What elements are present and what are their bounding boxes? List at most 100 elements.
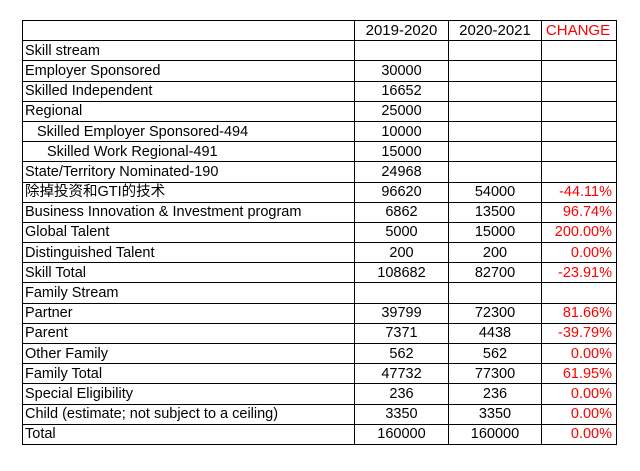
value-2020-2021-cell — [448, 60, 542, 82]
change-cell — [541, 80, 617, 102]
change-cell — [541, 282, 617, 304]
value-2020-2021-cell: 77300 — [448, 363, 542, 385]
header-cell-change: CHANGE — [541, 19, 617, 42]
change-cell: -44.11% — [541, 181, 617, 203]
change-cell: 0.00% — [541, 342, 617, 365]
row-label-cell: Child (estimate; not subject to a ceilin… — [22, 403, 355, 425]
value-2020-2021-cell — [448, 40, 542, 62]
table-row: 除掉投资和GTI的技术 96620 54000 -44.11% — [22, 181, 617, 203]
row-label-cell: Business Innovation & Investment program — [22, 201, 355, 223]
table-row: Skilled Work Regional-491 15000 — [22, 141, 617, 163]
table-row: Global Talent 5000 15000 200.00% — [22, 221, 617, 244]
value-2019-2020-cell: 96620 — [354, 181, 449, 203]
value-2019-2020-cell: 562 — [354, 342, 449, 365]
value-2020-2021-cell — [448, 100, 542, 122]
row-label-cell: Skilled Independent — [22, 80, 355, 102]
change-cell — [541, 161, 617, 183]
value-2019-2020-cell: 108682 — [354, 262, 449, 284]
header-cell-2020-2021: 2020-2021 — [448, 19, 542, 42]
value-2020-2021-cell — [448, 120, 542, 143]
value-2019-2020-cell: 7371 — [354, 322, 449, 345]
value-2019-2020-cell: 236 — [354, 383, 449, 405]
row-label-cell: State/Territory Nominated-190 — [22, 161, 355, 183]
change-cell: 96.74% — [541, 201, 617, 223]
row-label-cell: 除掉投资和GTI的技术 — [22, 181, 355, 203]
change-cell: 0.00% — [541, 403, 617, 425]
row-label-cell: Special Eligibility — [22, 383, 355, 405]
table-row: Regional 25000 — [22, 100, 617, 122]
value-2020-2021-cell: 13500 — [448, 201, 542, 223]
value-2020-2021-cell: 4438 — [448, 322, 542, 345]
change-cell: 0.00% — [541, 423, 617, 445]
table-row: Skilled Independent 16652 — [22, 80, 617, 102]
value-2020-2021-cell: 200 — [448, 242, 542, 264]
header-row: 2019-2020 2020-2021 CHANGE — [22, 19, 617, 42]
row-label-cell: Employer Sponsored — [22, 60, 355, 82]
row-label-cell: Skill stream — [22, 40, 355, 62]
row-label-cell: Family Stream — [22, 282, 355, 304]
value-2019-2020-cell — [354, 40, 449, 62]
table-row: Business Innovation & Investment program… — [22, 201, 617, 223]
table-body: 2019-2020 2020-2021 CHANGE Skill stream E… — [22, 19, 617, 445]
row-label-cell: Regional — [22, 100, 355, 122]
table-row: State/Territory Nominated-190 24968 — [22, 161, 617, 183]
table-row: Employer Sponsored 30000 — [22, 60, 617, 82]
value-2019-2020-cell: 25000 — [354, 100, 449, 122]
value-2020-2021-cell: 562 — [448, 342, 542, 365]
value-2020-2021-cell: 3350 — [448, 403, 542, 425]
header-cell-label — [22, 19, 355, 42]
value-2019-2020-cell: 6862 — [354, 201, 449, 223]
row-label-cell: Other Family — [22, 342, 355, 365]
table-row: Family Total 47732 77300 61.95% — [22, 363, 617, 385]
change-cell: 200.00% — [541, 221, 617, 244]
table-row: Skill stream — [22, 40, 617, 62]
value-2019-2020-cell: 39799 — [354, 302, 449, 324]
value-2020-2021-cell — [448, 141, 542, 163]
value-2019-2020-cell: 160000 — [354, 423, 449, 445]
change-cell — [541, 100, 617, 122]
row-label-cell: Distinguished Talent — [22, 242, 355, 264]
table-row: Skill Total 108682 82700 -23.91% — [22, 262, 617, 284]
change-cell — [541, 141, 617, 163]
table-row: Partner 39799 72300 81.66% — [22, 302, 617, 324]
change-cell — [541, 40, 617, 62]
table-row: Child (estimate; not subject to a ceilin… — [22, 403, 617, 425]
change-cell — [541, 60, 617, 82]
value-2020-2021-cell — [448, 80, 542, 102]
change-cell: 0.00% — [541, 242, 617, 264]
value-2020-2021-cell: 82700 — [448, 262, 542, 284]
value-2020-2021-cell — [448, 161, 542, 183]
value-2019-2020-cell: 200 — [354, 242, 449, 264]
row-label-cell: Partner — [22, 302, 355, 324]
row-label-cell: Family Total — [22, 363, 355, 385]
row-label-cell: Skilled Work Regional-491 — [22, 141, 355, 163]
row-label-cell: Total — [22, 423, 355, 445]
table-row: Special Eligibility 236 236 0.00% — [22, 383, 617, 405]
change-cell: -23.91% — [541, 262, 617, 284]
value-2019-2020-cell: 24968 — [354, 161, 449, 183]
table-row: Other Family 562 562 0.00% — [22, 342, 617, 365]
value-2019-2020-cell: 10000 — [354, 120, 449, 143]
table-row: Family Stream — [22, 282, 617, 304]
row-label-cell: Skill Total — [22, 262, 355, 284]
table-row: Total 160000 160000 0.00% — [22, 423, 617, 445]
value-2020-2021-cell: 15000 — [448, 221, 542, 244]
value-2019-2020-cell: 5000 — [354, 221, 449, 244]
change-cell: -39.79% — [541, 322, 617, 345]
row-label-cell: Skilled Employer Sponsored-494 — [22, 120, 355, 143]
value-2019-2020-cell: 3350 — [354, 403, 449, 425]
change-cell: 61.95% — [541, 363, 617, 385]
value-2020-2021-cell: 236 — [448, 383, 542, 405]
change-cell: 0.00% — [541, 383, 617, 405]
change-cell — [541, 120, 617, 143]
value-2019-2020-cell: 30000 — [354, 60, 449, 82]
header-cell-2019-2020: 2019-2020 — [354, 19, 449, 42]
change-cell: 81.66% — [541, 302, 617, 324]
value-2020-2021-cell — [448, 282, 542, 304]
value-2019-2020-cell: 15000 — [354, 141, 449, 163]
row-label-cell: Global Talent — [22, 221, 355, 244]
row-label-cell: Parent — [22, 322, 355, 345]
migration-program-table: 2019-2020 2020-2021 CHANGE Skill stream E… — [22, 19, 617, 445]
value-2020-2021-cell: 72300 — [448, 302, 542, 324]
value-2019-2020-cell — [354, 282, 449, 304]
